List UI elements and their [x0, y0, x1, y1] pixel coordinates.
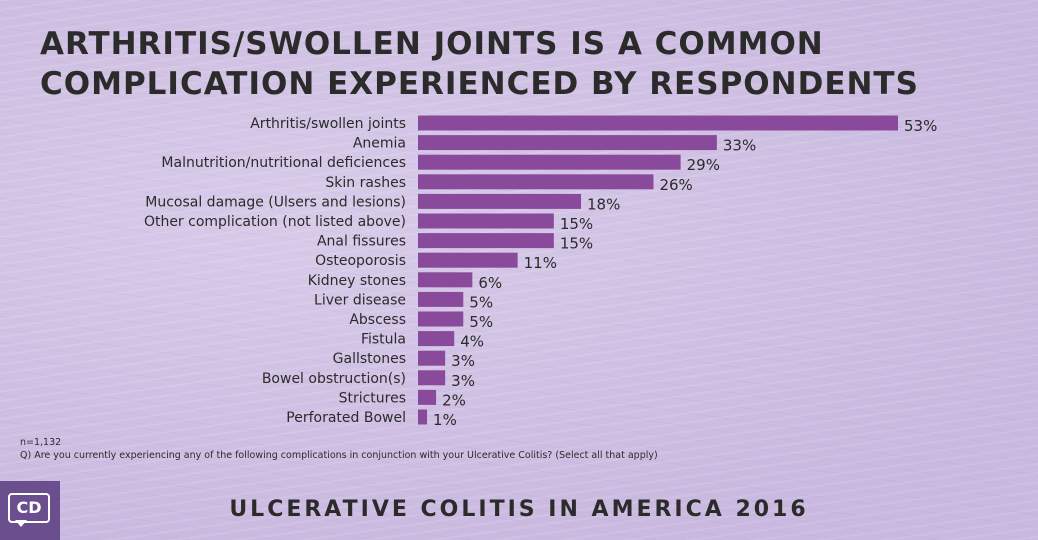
category-label: Mucosal damage (Ulsers and lesions): [145, 194, 406, 210]
logo-text: CD: [8, 493, 50, 523]
footer-title: Ulcerative Colitis in America 2016: [229, 497, 809, 522]
bar: [418, 409, 428, 425]
value-label: 15%: [560, 235, 593, 253]
bar: [418, 174, 654, 190]
value-label: 3%: [451, 372, 475, 390]
category-label: Fistula: [361, 332, 406, 348]
value-label: 1%: [433, 411, 457, 429]
value-label: 33%: [723, 137, 756, 155]
category-label: Perforated Bowel: [286, 410, 406, 426]
value-label: 4%: [460, 333, 484, 351]
bar: [418, 370, 446, 386]
cd-logo[interactable]: CD: [0, 481, 60, 540]
chart-title: Arthritis/swollen joints is a common com…: [40, 26, 919, 102]
bar: [418, 311, 464, 327]
bar: [418, 350, 446, 366]
value-label: 29%: [687, 156, 720, 174]
value-label: 18%: [587, 195, 620, 213]
speech-bubble-tail-icon: [15, 520, 27, 527]
value-label: 26%: [659, 176, 692, 194]
bar: [418, 193, 582, 209]
bar: [418, 252, 518, 268]
value-label: 11%: [524, 254, 557, 272]
category-label: Anemia: [353, 136, 406, 152]
category-label: Kidney stones: [308, 273, 406, 289]
category-label: Other complication (not listed above): [144, 214, 406, 230]
bar: [418, 331, 455, 347]
bar: [418, 233, 554, 249]
value-label: 2%: [442, 391, 466, 409]
category-label: Strictures: [339, 390, 406, 406]
category-label: Skin rashes: [325, 175, 406, 191]
bar-chart: Arthritis/swollen joints 53% Anemia 33% Maln…: [144, 115, 937, 429]
bar: [418, 291, 464, 307]
sample-size-note: n=1,132: [20, 437, 62, 448]
value-label: 3%: [451, 352, 475, 370]
survey-question: Q) Are you currently experiencing any of…: [20, 450, 658, 461]
bar: [418, 272, 473, 288]
category-label: Malnutrition/nutritional deficiences: [161, 155, 406, 171]
value-label: 5%: [469, 313, 493, 331]
bar: [418, 135, 717, 151]
category-label: Arthritis/swollen joints: [250, 116, 406, 132]
bar: [418, 115, 898, 131]
category-label: Bowel obstruction(s): [262, 371, 406, 387]
category-label: Abscess: [349, 312, 406, 328]
value-label: 6%: [478, 274, 502, 292]
value-label: 5%: [469, 293, 493, 311]
value-label: 15%: [560, 215, 593, 233]
bar: [418, 154, 681, 170]
bar: [418, 213, 554, 229]
bar: [418, 389, 437, 405]
category-label: Osteoporosis: [315, 253, 406, 269]
category-label: Anal fissures: [317, 234, 406, 250]
category-label: Liver disease: [314, 292, 406, 308]
value-label: 53%: [904, 117, 937, 135]
category-label: Gallstones: [333, 351, 406, 367]
